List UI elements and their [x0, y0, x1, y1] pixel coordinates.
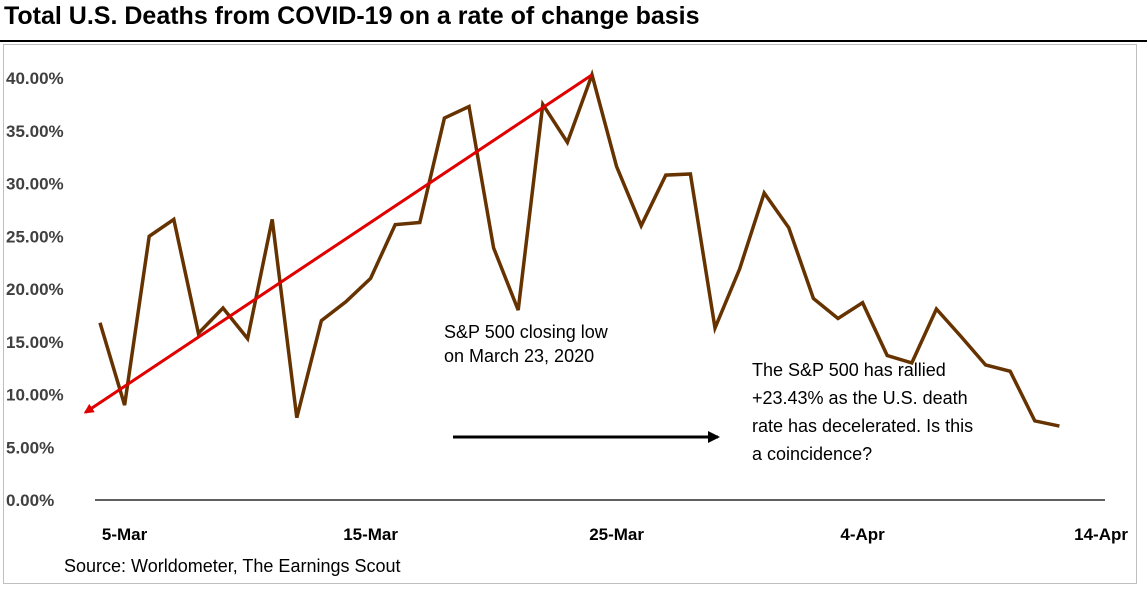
x-tick-label: 5-Mar: [102, 525, 148, 544]
x-tick-label: 15-Mar: [343, 525, 398, 544]
annotation-rally-line: The S&P 500 has rallied: [752, 360, 946, 380]
x-tick-label: 4-Apr: [840, 525, 885, 544]
annotation-sp500-low-line: S&P 500 closing low: [444, 322, 609, 342]
annotation-rally-line: a coincidence?: [752, 444, 872, 464]
annotation-rally-line: +23.43% as the U.S. death: [752, 388, 968, 408]
y-tick-label: 0.00%: [6, 491, 54, 510]
annotation-sp500-low-line: on March 23, 2020: [444, 346, 594, 366]
x-tick-label: 14-Apr: [1074, 525, 1128, 544]
series-line-death-rate: [98, 68, 1060, 428]
source-note: Source: Worldometer, The Earnings Scout: [64, 556, 401, 576]
y-tick-label: 20.00%: [6, 280, 64, 299]
y-tick-label: 35.00%: [6, 122, 64, 141]
chart-area: [3, 44, 1137, 584]
y-tick-label: 40.00%: [6, 69, 64, 88]
y-tick-label: 15.00%: [6, 333, 64, 352]
trend-arrow: [83, 73, 593, 414]
annotation-rally-line: rate has decelerated. Is this: [752, 416, 973, 436]
y-tick-label: 10.00%: [6, 386, 64, 405]
chart-title: Total U.S. Deaths from COVID-19 on a rat…: [4, 2, 700, 30]
y-tick-label: 25.00%: [6, 227, 64, 246]
y-tick-label: 5.00%: [6, 438, 54, 457]
title-divider: [0, 40, 1147, 42]
x-tick-label: 25-Mar: [589, 525, 644, 544]
y-tick-label: 30.00%: [6, 175, 64, 194]
